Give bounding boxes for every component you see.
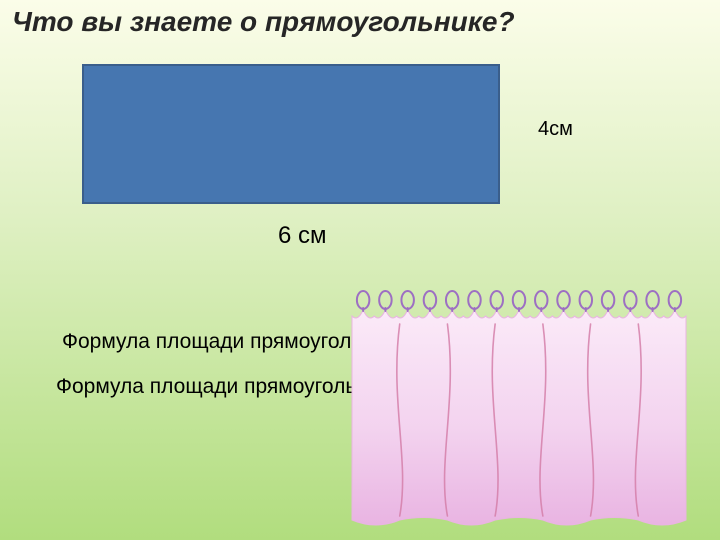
slide: { "title": { "text": "Что вы знаете о пр… — [0, 0, 720, 540]
rectangle-shape — [82, 64, 500, 204]
curtain-graphic — [342, 280, 696, 538]
slide-title: Что вы знаете о прямоугольнике? — [12, 6, 515, 38]
height-label: 4см — [538, 118, 573, 141]
width-label: 6 см — [278, 222, 327, 250]
